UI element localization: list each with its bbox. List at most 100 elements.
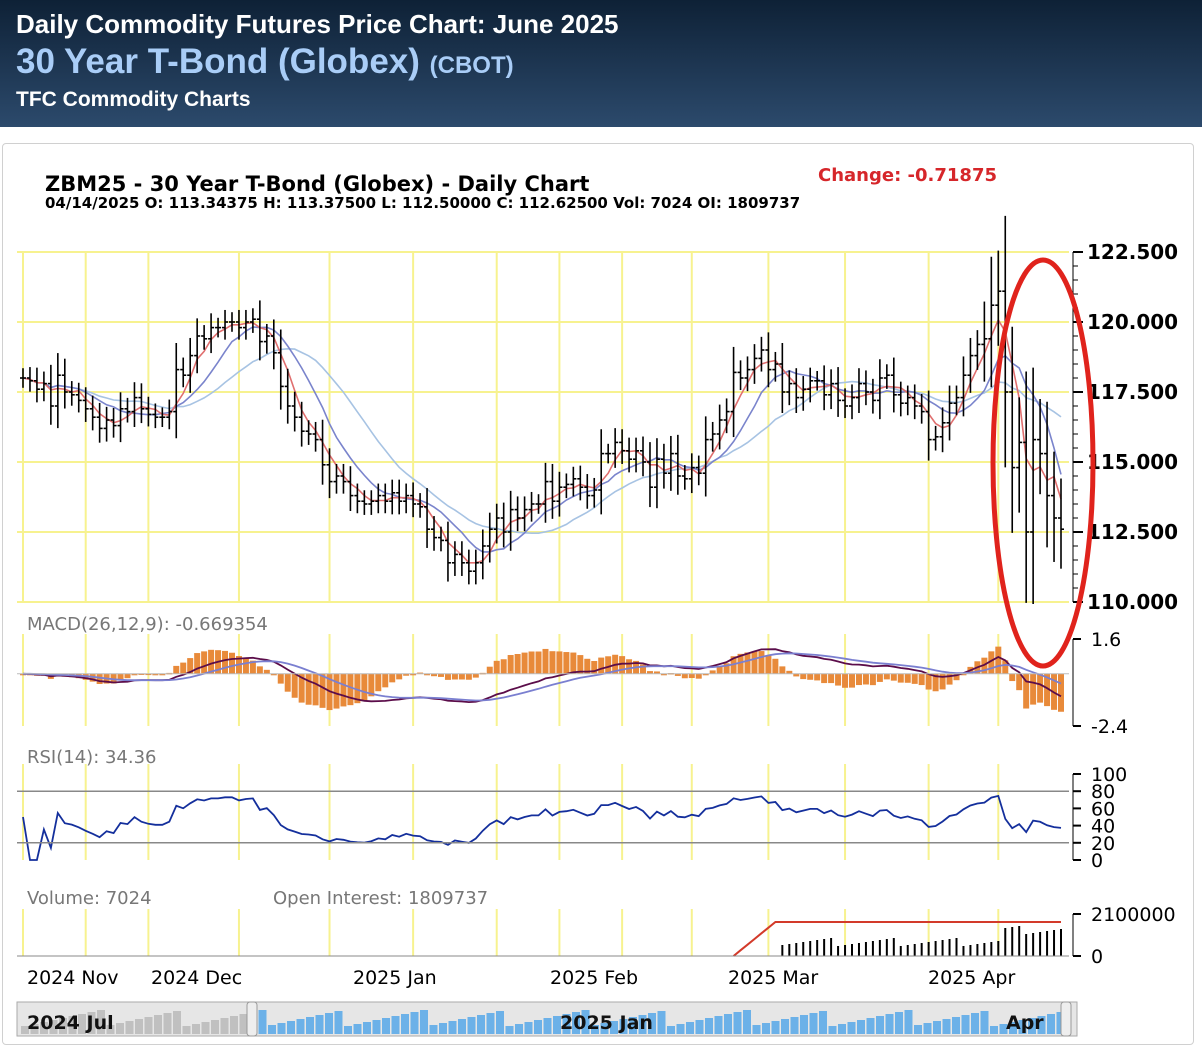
macd-histogram-bar <box>159 673 166 676</box>
macd-histogram-bar <box>298 673 305 703</box>
macd-histogram-bar <box>542 648 549 674</box>
macd-histogram-bar <box>389 673 396 683</box>
macd-histogram-bar <box>458 673 465 680</box>
navigator-bar <box>315 1015 324 1034</box>
navigator-bar <box>562 1014 571 1034</box>
navigator-bar <box>752 1025 761 1034</box>
page-title: Daily Commodity Futures Price Chart: Jun… <box>16 9 619 39</box>
macd-histogram-bar <box>451 673 458 680</box>
navigator-bar <box>800 1015 808 1034</box>
macd-histogram-bar <box>131 673 138 676</box>
navigator-bar <box>230 1016 238 1034</box>
macd-histogram-bar <box>228 652 235 674</box>
macd-histogram-bar <box>556 651 563 674</box>
macd-histogram-bar <box>918 673 925 686</box>
rsi-tick-label: 40 <box>1091 816 1115 838</box>
macd-histogram-bar <box>897 673 904 683</box>
navigator-bar <box>429 1025 438 1034</box>
macd-histogram-bar <box>263 669 270 674</box>
axis-layer: 122.500 120.000 117.500 115.000 112.500 110.0… <box>17 240 1178 989</box>
rsi-tick-label: 20 <box>1091 833 1115 855</box>
macd-histogram-bar <box>1009 673 1016 682</box>
navigator-bar <box>838 1024 846 1034</box>
navigator-bar <box>448 1021 457 1034</box>
macd-histogram-bar <box>716 666 723 674</box>
navigator-bar <box>325 1013 333 1034</box>
macd-histogram-bar <box>403 673 410 676</box>
navigator-bar <box>914 1025 922 1034</box>
range-navigator[interactable]: 2024 Jul 2025 Jan Apr <box>16 1001 1078 1037</box>
macd-histogram-bar <box>876 673 883 682</box>
navigator-bar <box>192 1024 200 1034</box>
macd-histogram-bar <box>1030 673 1037 705</box>
macd-histogram-bar <box>312 673 319 706</box>
macd-histogram-bar <box>570 652 577 674</box>
x-axis-label: 2024 Dec <box>151 967 242 989</box>
macd-histogram-bar <box>598 657 605 674</box>
price-bar-layer <box>20 215 1064 956</box>
macd-histogram-bar <box>1044 673 1051 707</box>
navigator-bar <box>591 1025 599 1034</box>
volume-label: Volume: 7024 <box>27 888 152 909</box>
navigator-bar <box>116 1023 124 1034</box>
navigator-bar <box>59 1018 67 1034</box>
navigator-bar <box>572 1012 580 1034</box>
navigator-bar <box>629 1017 637 1034</box>
navigator-bar <box>458 1019 466 1034</box>
navigator-bar <box>695 1020 704 1034</box>
navigator-bar <box>410 1012 419 1034</box>
navigator-bar <box>505 1026 514 1034</box>
navigator-bar <box>857 1020 865 1034</box>
macd-histogram-bar <box>514 654 521 674</box>
navigator-bar <box>106 1025 115 1034</box>
macd-histogram-bar <box>883 673 890 680</box>
macd-histogram-bar <box>173 665 180 674</box>
macd-histogram-bar <box>835 673 842 686</box>
macd-histogram-bar <box>1058 673 1064 712</box>
macd-histogram-bar <box>305 673 312 705</box>
navigator-bar <box>1028 1018 1036 1034</box>
navigator-bar <box>486 1013 495 1034</box>
macd-histogram-bar <box>382 673 389 688</box>
macd-histogram-bar <box>932 673 939 692</box>
macd-histogram-bar <box>842 673 849 688</box>
macd-histogram-bar <box>605 656 612 674</box>
navigator-bar <box>534 1020 542 1034</box>
macd-histogram-bar <box>855 673 862 686</box>
ma-slow-line <box>22 347 1062 534</box>
macd-histogram-bar <box>646 671 653 674</box>
rsi-tick-label: 0 <box>1091 850 1103 872</box>
macd-histogram-bar <box>1037 673 1044 703</box>
macd-histogram-bar <box>152 673 159 676</box>
navigator-bar <box>182 1026 191 1034</box>
navigator-bar <box>277 1023 286 1034</box>
navigator-bar <box>287 1021 295 1034</box>
x-axis-label: 2025 Apr <box>928 967 1015 989</box>
macd-histogram-bar <box>577 655 584 674</box>
navigator-bar <box>933 1021 941 1034</box>
navigator-bar <box>847 1022 856 1034</box>
navigator-bar <box>961 1015 970 1034</box>
navigator-bar <box>714 1016 723 1034</box>
macd-histogram-bar <box>904 673 911 683</box>
navigator-bar <box>686 1022 694 1034</box>
navigator-bar <box>648 1013 656 1034</box>
macd-histogram-bar <box>493 660 500 674</box>
x-axis-label: 2025 Mar <box>728 967 818 989</box>
macd-histogram-bar <box>1016 673 1023 691</box>
navigator-bar <box>600 1023 609 1034</box>
macd-histogram-bar <box>1002 660 1009 674</box>
macd-histogram-bar <box>549 651 556 674</box>
navigator-bar <box>401 1014 409 1034</box>
macd-histogram-bar <box>222 650 229 674</box>
macd-histogram-bar <box>319 673 326 708</box>
macd-tick-label: 1.6 <box>1091 629 1121 651</box>
macd-histogram-bar <box>424 673 431 676</box>
macd-histogram-bar <box>751 651 758 674</box>
navigator-bar <box>439 1023 447 1034</box>
x-axis-label: 2025 Jan <box>353 967 437 989</box>
navigator-bar <box>828 1026 837 1034</box>
macd-histogram-bar <box>410 673 417 676</box>
rsi-label: RSI(14): 34.36 <box>27 747 157 768</box>
macd-histogram-bar <box>396 673 403 680</box>
